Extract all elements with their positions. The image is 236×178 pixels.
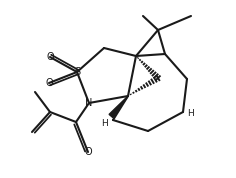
Text: O: O <box>46 52 54 62</box>
Polygon shape <box>109 96 128 118</box>
Text: O: O <box>84 147 92 157</box>
Text: S: S <box>74 67 80 77</box>
Text: H: H <box>101 119 107 127</box>
Text: N: N <box>85 98 93 108</box>
Text: O: O <box>45 78 53 88</box>
Text: H: H <box>188 109 194 119</box>
